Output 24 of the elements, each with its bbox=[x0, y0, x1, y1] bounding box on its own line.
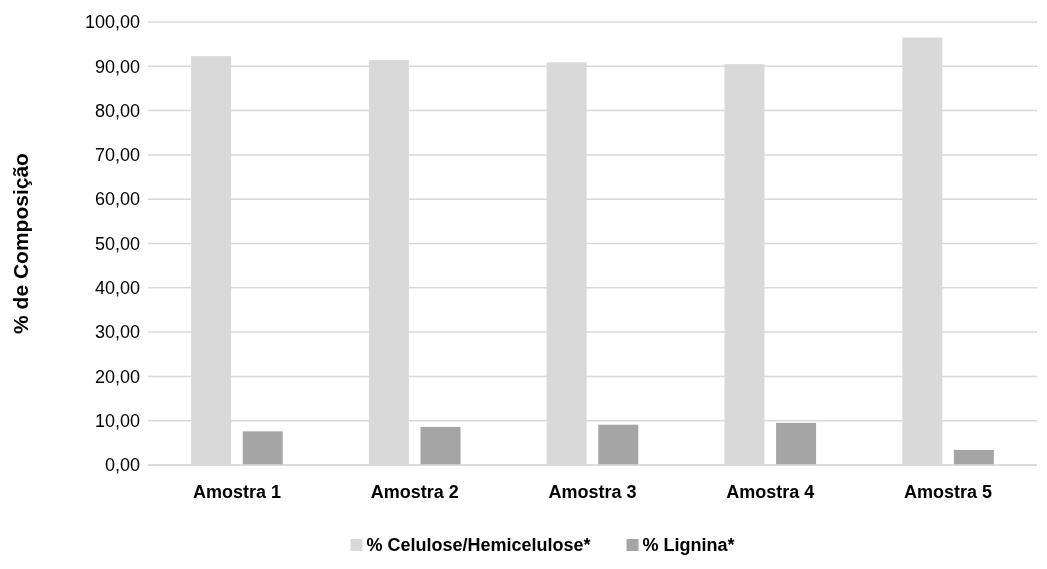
y-tick-label: 10,00 bbox=[94, 410, 140, 431]
legend-label: % Lignina* bbox=[642, 535, 735, 555]
y-tick-label: 20,00 bbox=[94, 366, 140, 387]
y-tick-label: 50,00 bbox=[94, 233, 140, 254]
y-tick-label: 70,00 bbox=[94, 145, 140, 166]
y-tick-label: 0,00 bbox=[104, 455, 140, 476]
bar bbox=[953, 449, 994, 465]
y-tick-label: 60,00 bbox=[94, 189, 140, 210]
legend-label: % Celulose/Hemicelulose* bbox=[366, 535, 591, 555]
y-tick-label: 40,00 bbox=[94, 278, 140, 299]
y-tick-label: 100,00 bbox=[84, 12, 140, 33]
y-tick-label: 80,00 bbox=[94, 100, 140, 121]
y-axis-title: % de Composição bbox=[9, 153, 32, 334]
y-tick-label: 90,00 bbox=[94, 56, 140, 77]
bar bbox=[598, 424, 639, 465]
x-tick-label: Amostra 2 bbox=[370, 481, 459, 502]
x-tick-label: Amostra 5 bbox=[904, 481, 993, 502]
x-tick-label: Amostra 1 bbox=[192, 481, 281, 502]
x-tick-label: Amostra 3 bbox=[548, 481, 637, 502]
y-tick-label: 30,00 bbox=[94, 322, 140, 343]
bar bbox=[776, 422, 817, 465]
x-tick-label: Amostra 4 bbox=[726, 481, 815, 502]
bar bbox=[420, 426, 461, 465]
bar bbox=[242, 431, 283, 465]
